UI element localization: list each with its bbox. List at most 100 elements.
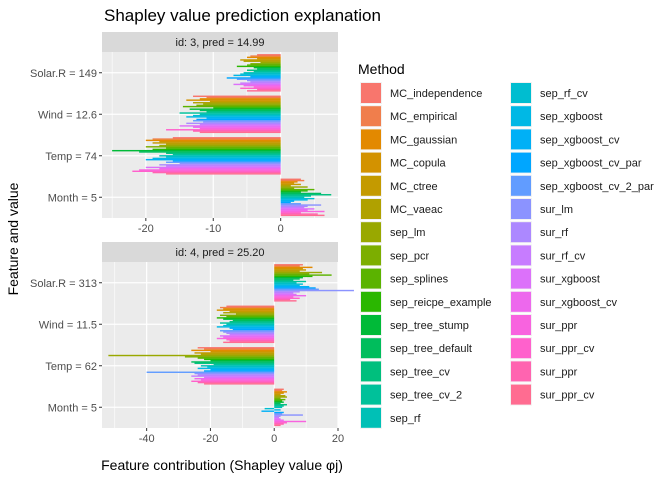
legend-label: sep_xgboost_cv_par xyxy=(540,158,642,170)
bar xyxy=(166,173,281,175)
bar xyxy=(280,208,315,210)
bar xyxy=(253,70,281,73)
bar xyxy=(179,125,281,127)
legend-label: sur_xgboost_cv xyxy=(540,297,618,309)
bar xyxy=(223,336,275,338)
bar xyxy=(226,305,275,308)
bar xyxy=(223,308,275,310)
legend-key xyxy=(361,152,381,173)
bar xyxy=(274,414,303,416)
legend-label: sep_xgboost_cv xyxy=(540,134,620,146)
y-tick-label: Temp = 74 xyxy=(45,151,97,163)
bar xyxy=(257,68,281,70)
bar xyxy=(159,155,281,157)
legend-key xyxy=(511,315,531,335)
bar xyxy=(229,310,275,313)
bar xyxy=(250,63,281,65)
bar xyxy=(280,200,295,202)
bar xyxy=(145,166,281,169)
bar xyxy=(166,129,281,131)
bar xyxy=(274,411,284,414)
bar xyxy=(213,363,275,366)
legend-key xyxy=(361,106,381,127)
bar xyxy=(191,380,275,382)
bar xyxy=(274,289,354,292)
legend-key xyxy=(361,129,381,150)
bar xyxy=(206,117,281,119)
bar xyxy=(200,365,275,367)
legend-label: sep_pcr xyxy=(390,250,429,262)
bar xyxy=(197,357,275,359)
legend-key xyxy=(511,245,531,266)
bar xyxy=(274,294,307,297)
bar xyxy=(213,107,281,109)
bar xyxy=(152,138,281,140)
legend-label: sep_rf xyxy=(390,413,422,425)
y-tick-label: Solar.R = 149 xyxy=(30,68,97,80)
bar xyxy=(193,114,281,117)
legend-key xyxy=(511,199,531,219)
legend-label: sur_ppr_cv xyxy=(540,390,595,402)
bar xyxy=(240,82,281,84)
bar xyxy=(280,196,305,199)
bar xyxy=(260,61,281,64)
bar xyxy=(274,274,332,276)
bar xyxy=(246,69,281,71)
legend-label: sep_xgboost xyxy=(540,111,602,123)
bar xyxy=(216,326,275,328)
bar xyxy=(204,383,275,385)
bar xyxy=(280,206,305,209)
bar xyxy=(274,282,297,284)
bar xyxy=(280,194,332,196)
bar xyxy=(220,306,275,309)
y-tick-label: Wind = 11.5 xyxy=(39,319,97,331)
bar xyxy=(194,362,275,364)
bar xyxy=(280,199,308,201)
bar xyxy=(274,288,319,290)
legend-label: sep_splines xyxy=(390,274,449,286)
bar xyxy=(280,213,318,215)
bar xyxy=(191,349,275,352)
bar xyxy=(274,413,283,415)
legend-label: sep_tree_cv_2 xyxy=(390,390,462,402)
bar xyxy=(274,396,287,398)
bar xyxy=(189,108,281,110)
bar xyxy=(172,137,281,139)
legend-key xyxy=(511,361,531,382)
bar xyxy=(274,285,310,288)
bar xyxy=(280,178,301,181)
bar xyxy=(280,183,301,186)
bar xyxy=(166,161,281,163)
bar xyxy=(274,271,323,274)
bar xyxy=(200,353,275,355)
legend-label: MC_independence xyxy=(390,88,482,100)
bar xyxy=(193,120,281,122)
legend-label: MC_vaeac xyxy=(390,204,443,216)
bar xyxy=(250,55,281,57)
bar xyxy=(235,313,275,315)
bar xyxy=(257,88,281,91)
bar xyxy=(166,165,281,167)
x-tick-label: -20 xyxy=(138,223,154,235)
bar xyxy=(274,400,283,402)
legend-label: sep_tree_default xyxy=(390,343,472,355)
bar xyxy=(274,287,316,289)
bar xyxy=(233,83,281,86)
bar xyxy=(191,361,275,363)
legend-label: sur_lm xyxy=(540,204,573,216)
bar xyxy=(204,348,275,350)
bar xyxy=(166,147,281,149)
bar xyxy=(240,87,281,89)
legend-key xyxy=(361,83,381,103)
bar xyxy=(159,167,281,170)
panel-1: id: 3, pred = 14.99 -20 -10 0 Solar.R = 149 W… xyxy=(30,32,338,235)
bar xyxy=(280,185,291,187)
bar xyxy=(257,54,281,56)
bar xyxy=(274,418,281,420)
bar xyxy=(196,118,281,121)
x-tick-label: -20 xyxy=(202,433,218,445)
bar xyxy=(274,279,294,281)
bar xyxy=(139,151,281,153)
legend-label: sur_rf_cv xyxy=(540,250,586,262)
legend-key xyxy=(511,291,531,312)
